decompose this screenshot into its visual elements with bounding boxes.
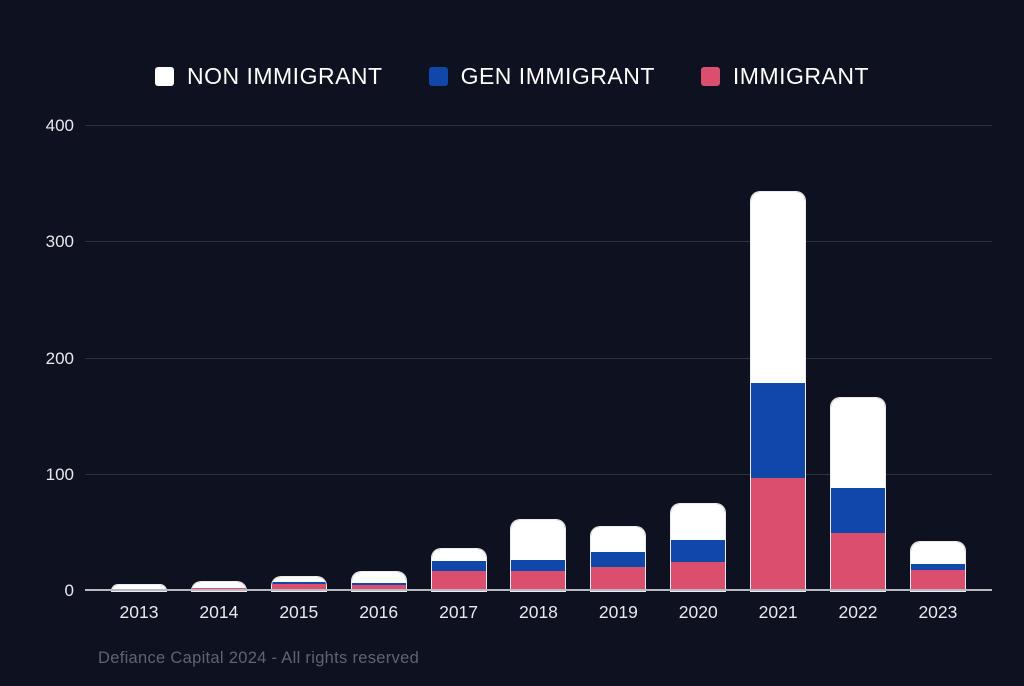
bar-column-2022: 2022 (831, 126, 886, 622)
legend-item-non-immigrant[interactable]: NON IMMIGRANT (154, 63, 383, 90)
x-tick-label-2023: 2023 (918, 602, 958, 622)
x-tick-label-2016: 2016 (359, 602, 399, 622)
bar-segment-non-immigrant-2017 (431, 549, 486, 561)
y-tick-label-0: 0 (64, 581, 74, 600)
gridline-300 (85, 241, 992, 243)
chart-plot-area: 0 100 200 300 400 2013 2014 2015 2016 2017 2018 201… (46, 116, 992, 622)
x-tick-label-2017: 2017 (439, 602, 479, 622)
bar-column-2014: 2014 (191, 126, 246, 622)
bar-stack-2021 (751, 192, 806, 591)
bar-segment-gen-immigrant-2018 (511, 559, 566, 572)
bar-segment-immigrant-2020 (671, 561, 726, 591)
bar-column-2020: 2020 (671, 126, 726, 622)
x-tick-label-2013: 2013 (119, 602, 159, 622)
x-tick-label-2014: 2014 (199, 602, 239, 622)
bar-stack-2022 (831, 398, 886, 591)
bar-column-2019: 2019 (591, 126, 646, 622)
x-tick-label-2022: 2022 (838, 602, 878, 622)
bar-segment-non-immigrant-2015 (271, 577, 326, 582)
bar-segment-gen-immigrant-2021 (751, 382, 806, 479)
bar-column-2018: 2018 (511, 126, 566, 622)
bar-stack-2016 (351, 572, 406, 591)
bar-segment-non-immigrant-2013 (112, 585, 166, 591)
bar-column-2016: 2016 (351, 126, 406, 622)
legend-label: GEN IMMIGRANT (460, 63, 655, 89)
x-tick-label-2015: 2015 (279, 602, 319, 622)
legend-label: IMMIGRANT (732, 63, 870, 89)
bar-segment-immigrant-2018 (511, 571, 566, 591)
bar-segment-gen-immigrant-2019 (591, 551, 646, 567)
gridline-400 (85, 125, 992, 126)
bar-segment-non-immigrant-2014 (191, 581, 246, 588)
bar-segment-gen-immigrant-2022 (831, 487, 886, 533)
bar-stack-2013 (112, 585, 166, 591)
bar-column-2023: 2023 (910, 126, 965, 622)
bar-segment-gen-immigrant-2016 (351, 582, 406, 586)
legend-swatch-non-immigrant (154, 67, 174, 86)
bar-segment-immigrant-2021 (751, 478, 806, 591)
bar-stack-2020 (671, 503, 726, 591)
bar-segment-immigrant-2023 (910, 570, 965, 591)
x-axis-line (85, 589, 992, 591)
y-tick-label-100: 100 (45, 464, 74, 484)
bar-segment-immigrant-2022 (831, 532, 886, 591)
legend-swatch-gen-immigrant (428, 67, 448, 86)
gridline-200 (85, 357, 992, 359)
bar-stack-2019 (591, 527, 646, 591)
gridline-100 (85, 473, 992, 475)
x-tick-label-2021: 2021 (758, 602, 798, 622)
footer-copyright: Defiance Capital 2024 - All rights reser… (98, 649, 420, 667)
legend-item-immigrant[interactable]: IMMIGRANT (700, 63, 870, 90)
bar-segment-non-immigrant-2023 (910, 542, 965, 565)
bar-stack-2015 (271, 577, 326, 591)
x-tick-label-2020: 2020 (678, 602, 718, 622)
legend-item-gen-immigrant[interactable]: GEN IMMIGRANT (428, 63, 655, 90)
bar-segment-non-immigrant-2020 (671, 503, 726, 540)
bar-segment-gen-immigrant-2023 (910, 564, 965, 571)
bar-segment-gen-immigrant-2015 (271, 581, 326, 584)
bars-container: 2013 2014 2015 2016 2017 2018 2019 2020 2021 2022… (85, 126, 992, 622)
bar-segment-non-immigrant-2016 (351, 572, 406, 583)
y-tick-label-400: 400 (45, 116, 74, 135)
bar-stack-2017 (431, 549, 486, 591)
y-tick-label-300: 300 (45, 232, 74, 252)
bar-segment-non-immigrant-2021 (751, 192, 806, 383)
bar-segment-non-immigrant-2022 (831, 398, 886, 488)
legend-label: NON IMMIGRANT (186, 63, 383, 89)
bar-stack-2023 (910, 542, 965, 591)
bar-column-2015: 2015 (271, 126, 326, 622)
legend-swatch-immigrant (700, 67, 720, 86)
bar-column-2013: 2013 (112, 126, 166, 622)
x-tick-label-2018: 2018 (518, 602, 558, 622)
y-tick-label-200: 200 (45, 348, 74, 368)
bar-column-2021: 2021 (751, 126, 806, 622)
bar-segment-immigrant-2016 (351, 585, 406, 591)
chart-legend: NON IMMIGRANT GEN IMMIGRANT IMMIGRANT (0, 63, 1024, 90)
bar-segment-immigrant-2015 (271, 584, 326, 591)
bar-segment-immigrant-2017 (431, 571, 486, 591)
x-tick-label-2019: 2019 (598, 602, 638, 622)
bar-segment-non-immigrant-2018 (511, 520, 566, 560)
bar-segment-immigrant-2019 (591, 566, 646, 591)
bar-segment-gen-immigrant-2017 (431, 560, 486, 572)
bar-stack-2018 (511, 520, 566, 591)
bar-segment-non-immigrant-2019 (591, 527, 646, 552)
bar-column-2017: 2017 (431, 126, 486, 622)
bar-segment-gen-immigrant-2020 (671, 539, 726, 562)
